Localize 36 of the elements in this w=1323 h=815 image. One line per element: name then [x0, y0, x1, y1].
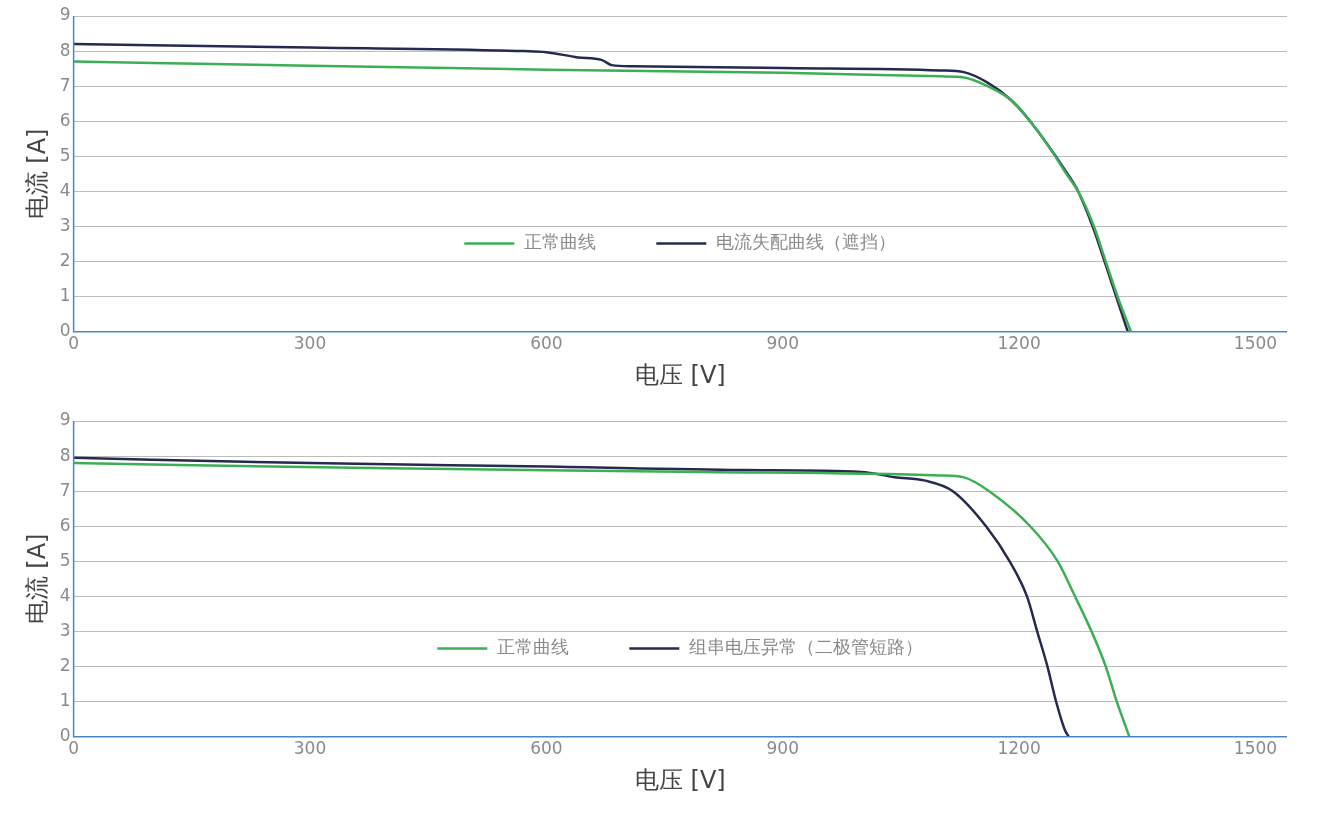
- y-tick-label: 4: [59, 584, 71, 605]
- y-tick-label: 2: [59, 655, 71, 676]
- y-tick-label: 1: [59, 285, 71, 306]
- y-tick-label: 1: [59, 690, 71, 711]
- y-axis-title: 电流 [A]: [22, 128, 51, 220]
- x-tick-label: 300: [293, 333, 327, 354]
- x-tick-label: 1500: [1233, 738, 1278, 759]
- y-tick-label: 5: [59, 549, 71, 570]
- x-tick-label: 900: [766, 738, 799, 759]
- y-tick-label: 3: [59, 214, 71, 235]
- legend-label: 正常曲线: [497, 636, 570, 658]
- x-tick-label: 1200: [997, 333, 1041, 354]
- y-tick-label: 9: [59, 4, 71, 25]
- legend-label: 正常曲线: [524, 231, 597, 253]
- y-tick-label: 7: [59, 74, 71, 95]
- x-tick-label: 900: [766, 333, 799, 354]
- y-tick-label: 7: [59, 479, 71, 500]
- x-axis-title: 电压 [V]: [634, 765, 726, 794]
- y-tick-label: 2: [59, 250, 71, 271]
- legend-label: 组串电压异常（二极管短路）: [689, 636, 924, 658]
- x-tick-label: 600: [530, 333, 563, 354]
- y-tick-label: 8: [59, 39, 71, 60]
- y-tick-label: 3: [59, 619, 71, 640]
- y-tick-label: 5: [59, 144, 71, 165]
- y-tick-label: 4: [59, 179, 71, 200]
- legend-label: 电流失配曲线（遮挡）: [716, 231, 897, 253]
- x-tick-label: 600: [530, 738, 563, 759]
- x-tick-label: 1500: [1233, 333, 1278, 354]
- y-tick-label: 8: [59, 444, 71, 465]
- y-tick-label: 9: [59, 409, 71, 430]
- x-tick-label: 300: [293, 738, 327, 759]
- y-tick-label: 6: [59, 514, 71, 535]
- y-tick-label: 6: [59, 109, 71, 130]
- x-axis-title: 电压 [V]: [634, 360, 726, 389]
- x-tick-label: 1200: [997, 738, 1041, 759]
- y-axis-title: 电流 [A]: [22, 533, 51, 625]
